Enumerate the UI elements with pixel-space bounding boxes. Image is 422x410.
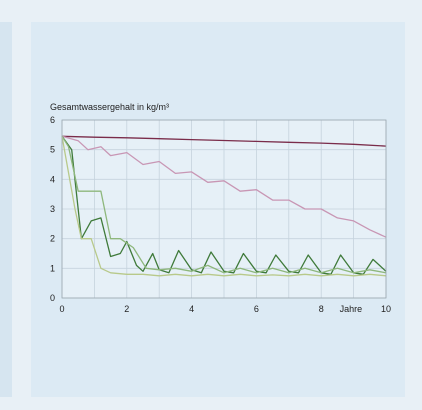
chart-series-group	[61, 135, 387, 277]
y-tick-label: 6	[50, 115, 55, 125]
chart-ticks: 0 1 2 3 4 5 6 0 2 4 6 8 10	[50, 115, 391, 314]
series-line-4	[61, 135, 387, 274]
series-line-1	[61, 135, 387, 147]
y-tick-label: 3	[50, 204, 55, 214]
series-line-2	[61, 135, 387, 238]
chart-frame	[61, 119, 387, 299]
x-tick-label: 0	[59, 304, 64, 314]
x-tick-label: 8	[319, 304, 324, 314]
y-tick-label: 1	[50, 263, 55, 273]
y-axis-label: Gesamtwassergehalt in kg/m³	[50, 102, 169, 112]
x-tick-label: 4	[189, 304, 194, 314]
y-tick-label: 5	[50, 145, 55, 155]
series-line-5	[61, 136, 387, 277]
chart-grid	[61, 119, 387, 299]
x-tick-label: 10	[381, 304, 391, 314]
y-tick-label: 4	[50, 174, 55, 184]
x-axis-label: Jahre	[340, 304, 363, 314]
x-tick-label: 6	[254, 304, 259, 314]
series-line-3	[61, 135, 387, 275]
x-tick-label: 2	[124, 304, 129, 314]
y-tick-label: 2	[50, 234, 55, 244]
left-border-strip	[0, 22, 12, 397]
y-tick-label: 0	[50, 293, 55, 303]
